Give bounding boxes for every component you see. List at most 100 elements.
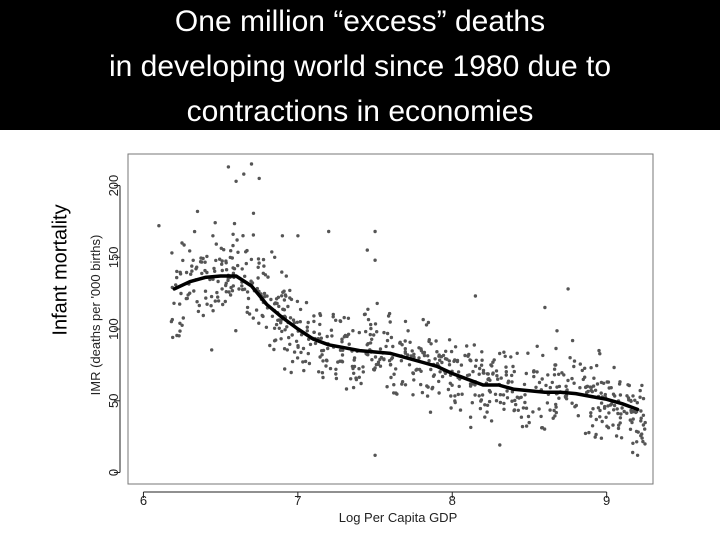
data-point [504,365,508,369]
data-point [437,391,441,395]
data-point [338,348,343,352]
data-point [334,318,338,322]
data-point [272,302,277,306]
data-point [638,395,642,399]
data-point [591,407,595,411]
data-point [566,287,570,291]
data-point [224,290,228,294]
data-point [296,234,300,238]
data-point [612,365,616,370]
data-point [228,293,233,297]
data-point [305,325,309,329]
data-point [619,412,623,416]
data-point [282,298,287,302]
data-point [372,333,376,337]
data-point [213,299,217,303]
data-point [531,410,535,414]
data-point [424,323,429,327]
data-point [279,321,283,325]
data-point [616,426,621,431]
data-point [256,265,260,269]
data-point [328,366,333,371]
data-point [551,416,555,420]
data-point [220,287,224,291]
data-point [628,427,633,431]
data-point [491,360,495,364]
data-point [254,308,259,312]
data-point [555,385,559,389]
data-point [180,241,184,245]
data-point [425,394,430,398]
data-point [437,379,441,384]
data-point [210,348,214,352]
data-point [625,411,629,415]
data-point [174,283,178,287]
data-point [593,435,597,439]
data-point [614,434,619,438]
data-point [268,343,272,348]
data-point [227,290,231,294]
data-point [580,368,584,373]
data-point [218,257,222,261]
axes: 6 7 8 9 0 50 100 150 200 [106,175,610,508]
data-point [369,326,373,331]
data-point [498,443,502,447]
data-point [535,370,539,374]
data-point [616,411,620,416]
data-point [334,376,339,381]
data-point [596,406,601,410]
data-point [526,414,531,419]
data-point [306,351,310,356]
data-point [515,395,519,399]
data-point [312,314,316,318]
data-point [615,407,619,411]
data-point [410,349,414,353]
data-point [399,359,404,363]
data-point [515,351,519,355]
data-point [231,232,235,236]
data-point [426,320,431,325]
data-point [326,346,330,351]
data-point [285,348,289,352]
data-point [224,281,228,285]
data-point [590,424,595,428]
data-point [589,366,593,370]
data-point [479,398,484,402]
data-point [604,415,608,419]
data-point [480,350,484,354]
data-point [583,385,588,390]
data-point [344,387,349,391]
data-point [172,301,176,305]
data-point [373,229,377,234]
data-point [295,320,299,324]
y-tick-label: 100 [106,318,121,340]
data-point [373,366,377,370]
data-point [282,347,287,351]
data-point [589,411,593,415]
data-point [290,333,294,337]
data-point [261,257,266,262]
data-point [190,269,194,273]
data-point [373,355,378,359]
data-point [338,319,343,324]
data-point [369,322,373,327]
data-point [524,424,529,428]
data-point [205,302,209,306]
data-point [527,420,531,425]
data-point [449,349,454,354]
data-point [502,407,506,411]
data-point [422,353,427,358]
data-point [280,234,285,238]
data-point [488,390,492,394]
data-point [639,409,643,413]
data-point [352,356,357,360]
data-point [619,436,624,440]
data-point [555,329,559,333]
data-point [330,334,334,338]
data-point [288,342,292,346]
data-point [243,274,247,278]
data-point [295,356,300,360]
data-point [430,387,434,391]
data-point [400,343,404,347]
y-tick-label: 150 [106,246,121,268]
